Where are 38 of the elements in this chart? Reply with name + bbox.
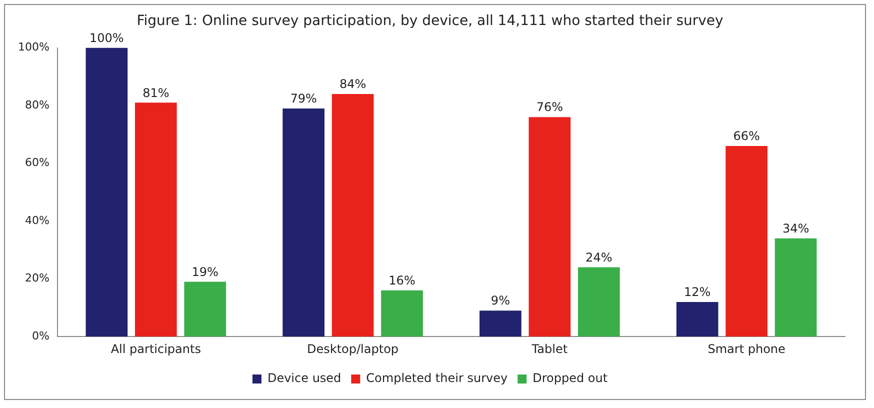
bar	[282, 108, 324, 337]
legend-label: Dropped out	[532, 371, 608, 386]
data-label: 100%	[90, 30, 124, 45]
chart-title: Figure 1: Online survey participation, by device, all 14,111 who started their survey	[136, 13, 724, 30]
x-tick-label: All participants	[110, 342, 201, 356]
bar	[381, 290, 423, 337]
bar	[480, 310, 522, 337]
legend-label: Completed their survey	[366, 371, 508, 386]
data-label: 79%	[290, 92, 317, 106]
data-label: 66%	[733, 129, 760, 144]
y-tick-label: 100%	[18, 40, 50, 54]
data-label: 9%	[490, 294, 510, 308]
data-label: 19%	[192, 264, 218, 279]
data-label: 81%	[142, 86, 170, 100]
x-tick-label: Tablet	[530, 342, 568, 356]
bar	[134, 102, 177, 337]
y-tick-label: 20%	[24, 272, 50, 285]
bar	[86, 48, 128, 337]
x-tick-label: Smart phone	[708, 342, 786, 356]
bar	[676, 302, 718, 337]
y-tick-label: 0%	[32, 329, 50, 342]
y-tick-label: 80%	[24, 98, 50, 112]
bar	[774, 238, 817, 337]
data-label: 24%	[586, 250, 612, 264]
bar	[528, 117, 571, 337]
y-tick-label: 40%	[24, 214, 50, 227]
data-label: 12%	[684, 285, 711, 300]
data-label: 84%	[339, 77, 366, 92]
bar	[726, 146, 768, 337]
bar	[332, 94, 374, 337]
y-tick-label: 60%	[24, 156, 50, 170]
data-label: 34%	[782, 222, 810, 236]
x-tick-label: Desktop/laptop	[307, 342, 399, 356]
bar	[184, 282, 226, 337]
legend-label: Device used	[267, 371, 342, 386]
bar	[578, 267, 620, 337]
data-label: 16%	[388, 274, 416, 288]
data-label: 76%	[536, 100, 564, 114]
